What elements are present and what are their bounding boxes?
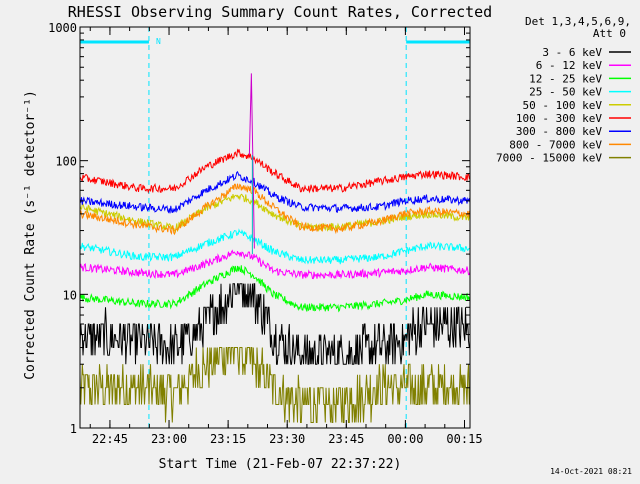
plot-frame (79, 26, 471, 429)
x-tick-label: 00:15 (446, 432, 482, 446)
legend-entry-label: 12 - 25 keV (529, 72, 602, 85)
series-line (79, 347, 471, 423)
series-line (79, 148, 471, 195)
y-axis: 1 10 100 1000 (48, 21, 470, 436)
x-tick-label: 23:45 (328, 432, 364, 446)
legend-entry-label: 6 - 12 keV (536, 59, 603, 72)
legend-entry-label: 3 - 6 keV (542, 46, 602, 59)
series-group (79, 73, 471, 423)
x-tick-label: 23:15 (210, 432, 246, 446)
y-tick-label: 100 (55, 155, 77, 169)
legend-entry-label: 300 - 800 keV (516, 125, 602, 138)
legend-header-line-2: Att 0 (593, 27, 626, 40)
series-line (79, 283, 470, 365)
y-axis-label: Corrected Count Rate (s⁻¹ detector⁻¹) (23, 90, 38, 380)
x-tick-label: 23:30 (269, 432, 305, 446)
legend-entry-label: 50 - 100 keV (523, 99, 603, 112)
y-tick-label: 1000 (48, 21, 77, 35)
x-tick-label: 23:00 (151, 432, 187, 446)
y-tick-label: 1 (70, 422, 77, 436)
x-axis-label: Start Time (21-Feb-07 22:37:22) (159, 457, 402, 472)
legend-entry-label: 800 - 7000 keV (509, 138, 602, 151)
x-axis: 22:45 23:00 23:15 23:30 23:45 00:00 00:15 (89, 27, 483, 446)
series-line (79, 249, 471, 280)
y-tick-label: 10 (63, 288, 77, 302)
night-marker: N (156, 37, 161, 46)
series-line (79, 183, 471, 236)
flare-spike (248, 73, 255, 249)
legend-entry-label: 7000 - 15000 keV (496, 152, 602, 165)
x-tick-label: 00:00 (387, 432, 423, 446)
legend-entry-label: 100 - 300 keV (516, 112, 602, 125)
legend-entry-label: 25 - 50 keV (529, 86, 602, 99)
footer-date: 14-Oct-2021 08:21 (550, 467, 632, 476)
chart-title: RHESSI Observing Summary Count Rates, Co… (68, 3, 492, 21)
series-line (79, 265, 471, 313)
series-line (79, 170, 471, 214)
series-line (79, 228, 471, 265)
series-line (79, 193, 471, 234)
x-tick-label: 22:45 (92, 432, 128, 446)
legend-header-line-1: Det 1,3,4,5,6,9, (525, 15, 631, 28)
